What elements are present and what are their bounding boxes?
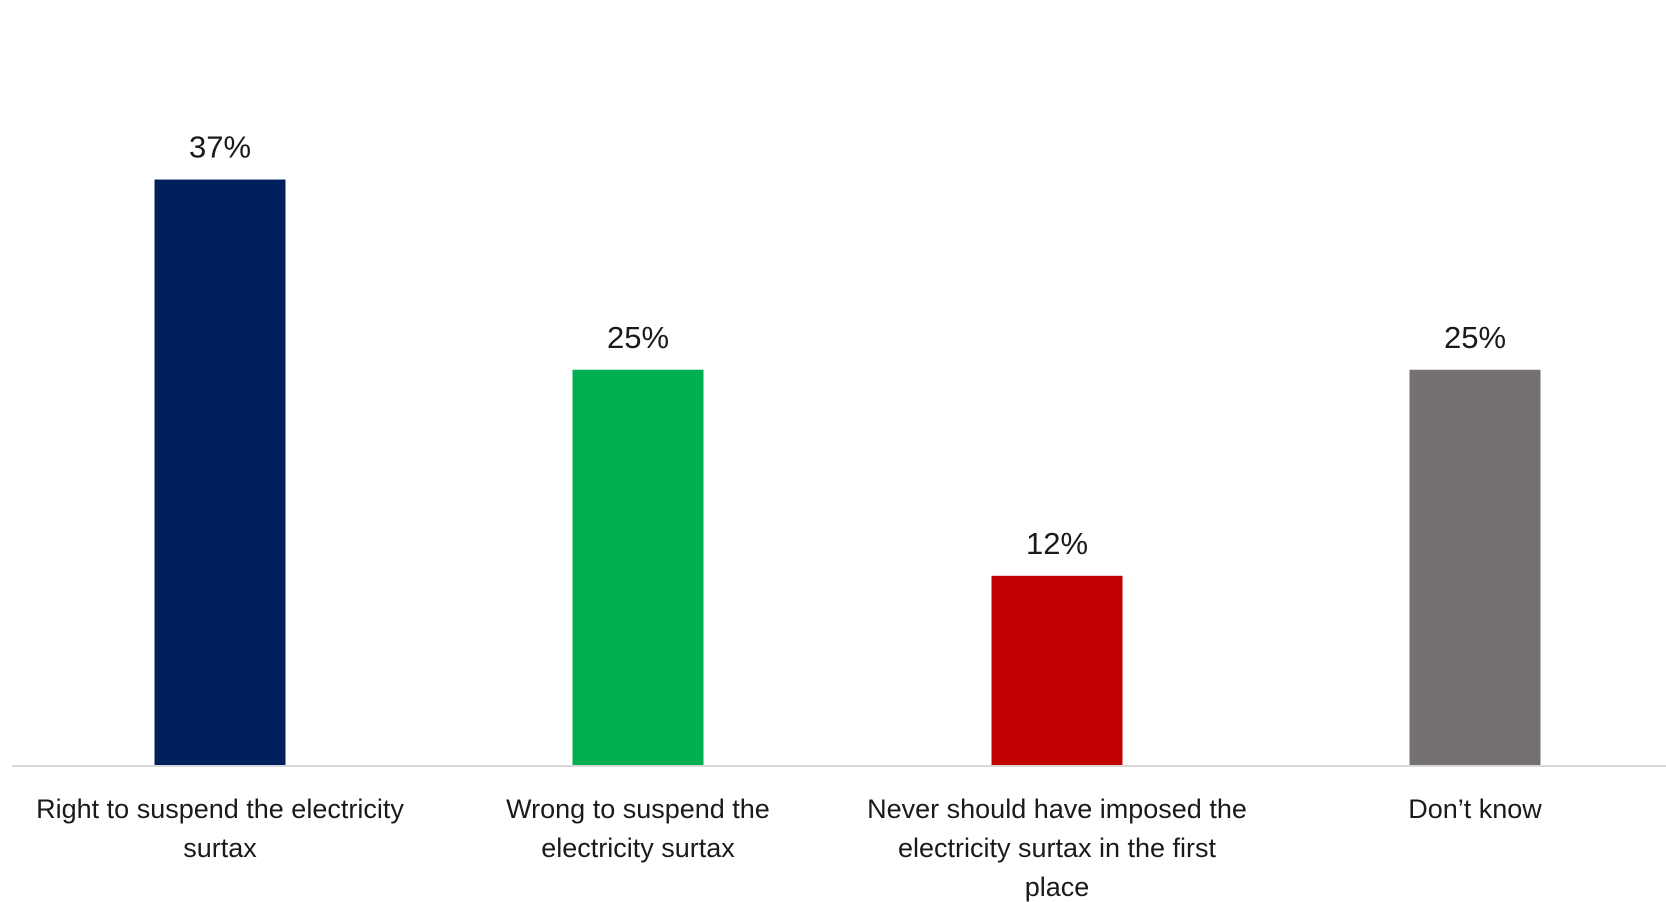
bar-3 xyxy=(1409,369,1541,766)
bar-1 xyxy=(572,369,704,766)
category-label-line: surtax xyxy=(183,833,257,863)
category-label-line: Don’t know xyxy=(1408,794,1542,824)
value-label-2: 12% xyxy=(1026,526,1088,561)
bar-2 xyxy=(991,575,1123,766)
category-label-line: Right to suspend the electricity xyxy=(36,794,404,824)
value-label-3: 25% xyxy=(1444,320,1506,355)
category-label-0: Right to suspend the electricity surtax xyxy=(36,794,404,863)
category-label-2: Never should have imposed the electricity… xyxy=(867,794,1247,902)
bar-0 xyxy=(154,179,286,767)
category-labels-group: Right to suspend the electricity surtax Wr… xyxy=(36,794,1542,902)
category-label-3: Don’t know xyxy=(1408,794,1542,824)
category-label-line: Never should have imposed the xyxy=(867,794,1247,824)
category-label-line: electricity surtax xyxy=(541,833,735,863)
category-label-line: Wrong to suspend the xyxy=(506,794,770,824)
value-labels-group: 37% 25% 12% 25% xyxy=(189,130,1506,561)
category-label-line: electricity surtax in the first xyxy=(898,833,1217,863)
category-label-1: Wrong to suspend the electricity surtax xyxy=(506,794,770,863)
value-label-0: 37% xyxy=(189,130,251,165)
category-label-line: place xyxy=(1025,872,1090,902)
value-label-1: 25% xyxy=(607,320,669,355)
bars-group xyxy=(154,179,1541,767)
